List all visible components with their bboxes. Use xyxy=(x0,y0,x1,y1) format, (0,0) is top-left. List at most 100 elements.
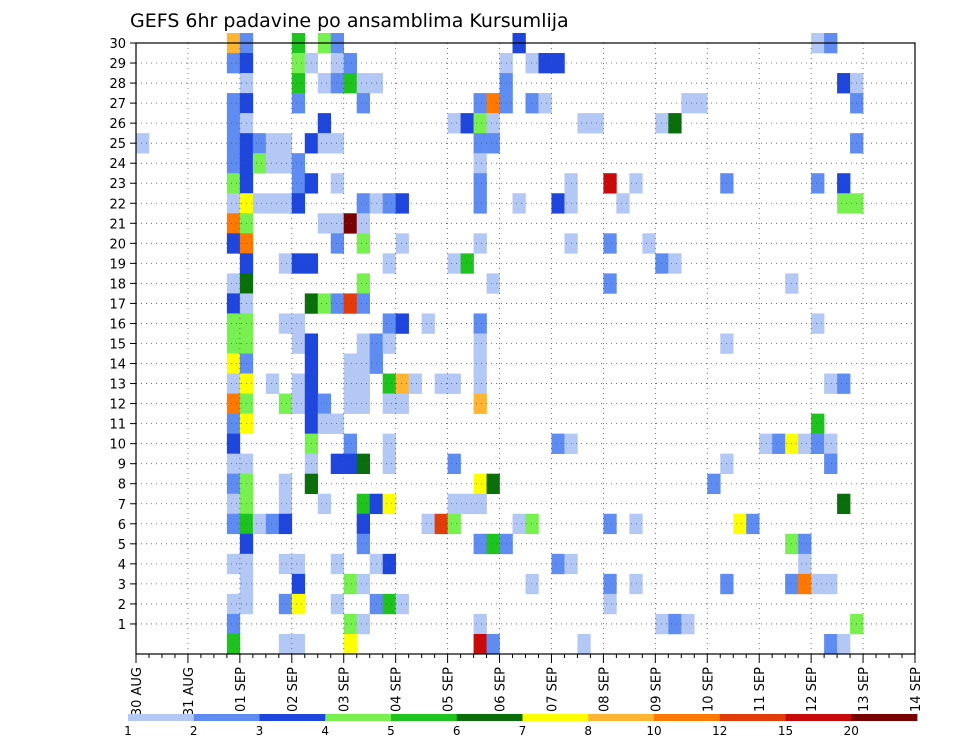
heatmap-cell xyxy=(252,153,267,174)
colorbar-swatch xyxy=(851,714,918,721)
x-tick-label: 08 SEP xyxy=(597,667,612,712)
heatmap-cell xyxy=(603,593,617,615)
heatmap-cell xyxy=(382,333,396,354)
heatmap-cell xyxy=(512,193,526,214)
heatmap-cell xyxy=(382,433,396,454)
heatmap-cell xyxy=(473,613,487,635)
colorbar-swatch xyxy=(325,714,392,721)
heatmap-cell xyxy=(226,293,241,314)
heatmap-cell xyxy=(447,493,461,515)
heatmap-cell xyxy=(226,193,241,214)
heatmap-cell xyxy=(265,193,280,214)
heatmap-cell xyxy=(265,373,280,394)
heatmap-cell xyxy=(356,493,370,515)
colorbar-swatch xyxy=(522,714,589,721)
heatmap-cell xyxy=(395,393,409,414)
colorbar: 1 2 3 4 5 6 7 8 10 12 15 20 xyxy=(124,714,918,738)
heatmap-cell xyxy=(226,53,241,74)
heatmap-cell xyxy=(382,313,396,334)
x-tick-label: 14 SEP xyxy=(909,667,924,712)
heatmap-cell xyxy=(551,193,565,214)
heatmap-cell xyxy=(317,393,332,414)
y-tick-label: 13 xyxy=(109,378,126,393)
colorbar-label: 15 xyxy=(778,724,793,738)
x-tick-label: 13 SEP xyxy=(857,667,872,712)
heatmap-cell xyxy=(395,313,409,334)
heatmap-cell xyxy=(330,413,345,434)
heatmap-cell xyxy=(473,333,487,354)
heatmap-cell xyxy=(382,393,396,414)
heatmap-cell xyxy=(317,73,332,94)
x-tick-label: 03 SEP xyxy=(338,667,353,712)
heatmap-cell xyxy=(473,113,487,134)
heatmap-cell xyxy=(317,413,332,434)
x-tick-label: 11 SEP xyxy=(753,667,768,712)
y-tick-label: 9 xyxy=(118,458,126,473)
y-tick-label: 25 xyxy=(109,137,126,152)
heatmap-cell xyxy=(460,113,474,134)
heatmap-cell xyxy=(265,133,280,154)
heatmap-cell xyxy=(356,93,370,114)
y-tick-label: 6 xyxy=(118,518,126,533)
x-tick-label: 06 SEP xyxy=(494,667,509,712)
heatmap-cell xyxy=(811,173,825,194)
y-tick-label: 30 xyxy=(109,37,126,52)
heatmap-cell xyxy=(512,513,526,535)
heatmap-cell xyxy=(473,193,487,214)
heatmap-cell xyxy=(382,453,396,474)
heatmap-cell xyxy=(486,473,500,495)
y-tick-label: 5 xyxy=(118,538,126,553)
y-tick-label: 15 xyxy=(109,337,126,352)
heatmap-cell xyxy=(291,633,306,655)
y-tick-label: 27 xyxy=(109,97,126,112)
heatmap-cell xyxy=(226,373,241,394)
heatmap-cell xyxy=(278,193,293,214)
heatmap-cell xyxy=(811,573,825,595)
heatmap-cell xyxy=(330,453,345,474)
heatmap-cell xyxy=(317,213,332,234)
heatmap-cell xyxy=(447,453,461,474)
heatmap-cell xyxy=(681,93,695,114)
heatmap-cell xyxy=(473,173,487,194)
heatmap-cell xyxy=(252,133,267,154)
colorbar-label: 2 xyxy=(190,724,198,738)
heatmap-cell xyxy=(278,633,293,655)
colorbar-label: 6 xyxy=(453,724,461,738)
heatmap-cell xyxy=(486,533,500,555)
y-tick-label: 1 xyxy=(118,618,126,633)
heatmap-cell xyxy=(356,453,370,474)
heatmap-cell xyxy=(356,353,370,374)
heatmap-cell xyxy=(681,613,695,635)
heatmap-cell xyxy=(824,433,838,454)
heatmap-cell xyxy=(226,233,241,254)
heatmap-cell xyxy=(382,373,396,394)
heatmap-cell xyxy=(278,153,293,174)
colorbar-label: 12 xyxy=(712,724,727,738)
heatmap-cell xyxy=(343,433,358,454)
y-tick-label: 28 xyxy=(109,77,126,92)
heatmap-cell xyxy=(694,93,708,114)
heatmap-cell xyxy=(473,493,487,515)
heatmap-cell xyxy=(226,313,241,334)
heatmap-cell xyxy=(356,533,370,555)
heatmap-cell xyxy=(473,313,487,334)
heatmap-cell xyxy=(473,473,487,495)
heatmap-cell xyxy=(356,513,370,535)
colorbar-swatch xyxy=(259,714,326,721)
heatmap-cell xyxy=(226,353,241,374)
colorbar-swatch xyxy=(719,714,786,721)
heatmap-cell xyxy=(136,133,150,154)
heatmap-cell xyxy=(733,513,747,535)
heatmap-cell xyxy=(226,593,241,615)
colorbar-label: 20 xyxy=(844,724,859,738)
heatmap-cell xyxy=(603,513,617,535)
heatmap-cell xyxy=(356,613,370,635)
heatmap-cell xyxy=(395,233,409,254)
heatmap-cell xyxy=(798,573,812,595)
heatmap-cell xyxy=(382,593,396,615)
heatmap-cell xyxy=(486,93,500,114)
heatmap-cell xyxy=(226,393,241,414)
y-tick-label: 4 xyxy=(118,558,126,573)
heatmap-cell xyxy=(343,293,358,314)
